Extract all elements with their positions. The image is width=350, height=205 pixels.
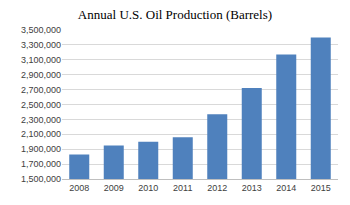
svg-text:2013: 2013 — [242, 183, 262, 193]
svg-text:3,300,000: 3,300,000 — [21, 40, 61, 50]
svg-text:2,300,000: 2,300,000 — [21, 115, 61, 125]
svg-text:2015: 2015 — [311, 183, 331, 193]
svg-text:2010: 2010 — [138, 183, 158, 193]
svg-text:2012: 2012 — [207, 183, 227, 193]
svg-text:1,900,000: 1,900,000 — [21, 144, 61, 154]
svg-text:2011: 2011 — [173, 183, 192, 193]
svg-text:2008: 2008 — [69, 183, 89, 193]
svg-text:2,700,000: 2,700,000 — [21, 85, 61, 95]
svg-text:3,100,000: 3,100,000 — [21, 55, 61, 65]
svg-text:2,500,000: 2,500,000 — [21, 100, 61, 110]
svg-text:2,900,000: 2,900,000 — [21, 70, 61, 80]
svg-text:2009: 2009 — [104, 183, 124, 193]
svg-text:3,500,000: 3,500,000 — [21, 25, 61, 35]
svg-text:Annual U.S. Oil Production (Ba: Annual U.S. Oil Production (Barrels) — [78, 7, 272, 22]
svg-text:2014: 2014 — [276, 183, 296, 193]
svg-text:1,500,000: 1,500,000 — [21, 174, 61, 184]
svg-text:2,100,000: 2,100,000 — [21, 129, 61, 139]
svg-text:1,700,000: 1,700,000 — [21, 159, 61, 169]
